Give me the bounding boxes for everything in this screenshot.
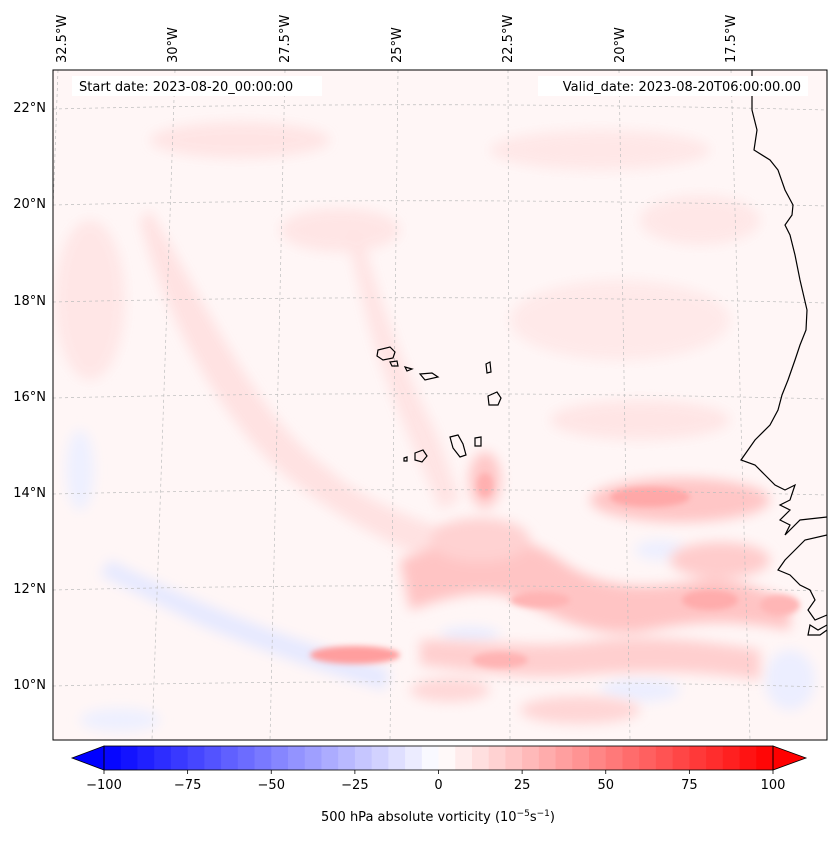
colorbar-label: 500 hPa absolute vorticity (10−5s−1) xyxy=(321,809,555,825)
colorbar-ticks: −100 −75 −50 −25 0 25 50 75 100 xyxy=(86,770,785,793)
lon-label-22.5w: 22.5°W xyxy=(501,15,516,63)
island-sao-vicente xyxy=(389,360,399,367)
lat-label-18n: 18°N xyxy=(13,294,46,309)
colorbar-cells xyxy=(104,746,774,770)
island-brava xyxy=(403,456,408,462)
colorbar-cell xyxy=(722,746,741,770)
colorbar-cell xyxy=(471,746,490,770)
colorbar-tick-label: 75 xyxy=(681,778,698,793)
colorbar-cell xyxy=(120,746,139,770)
colorbar-cell xyxy=(287,746,306,770)
colorbar-cell xyxy=(538,746,557,770)
lon-label-32.5w: 32.5°W xyxy=(55,15,70,63)
colorbar-cell xyxy=(655,746,674,770)
coastline xyxy=(376,70,827,636)
colorbar-cell xyxy=(421,746,440,770)
colorbar-tick-label: −75 xyxy=(174,778,201,793)
colorbar-tick-label: −100 xyxy=(86,778,122,793)
island-maio xyxy=(474,436,482,447)
colorbar-tick-label: −50 xyxy=(258,778,285,793)
island-fogo xyxy=(414,449,428,463)
colorbar-cell xyxy=(572,746,590,770)
start-date-label: Start date: 2023-08-20_00:00:00 xyxy=(79,80,293,95)
colorbar-cell xyxy=(589,746,607,770)
island-sao-nicolau xyxy=(403,366,440,381)
colorbar-cell xyxy=(622,746,640,770)
lat-label-12n: 12°N xyxy=(13,582,46,597)
colorbar-cell xyxy=(672,746,690,770)
colorbar: −100 −75 −50 −25 0 25 50 75 100 500 hPa absolute… xyxy=(70,745,808,825)
lon-label-30w: 30°W xyxy=(166,27,181,63)
map-panel: Start date: 2023-08-20_00:00:00 Valid_da… xyxy=(52,69,828,741)
colorbar-extend-low xyxy=(70,745,105,771)
coast-south xyxy=(807,624,827,636)
colorbar-cell xyxy=(221,746,239,770)
colorbar-cell xyxy=(154,746,172,770)
colorbar-cell xyxy=(104,746,122,770)
island-sal xyxy=(485,361,492,374)
lat-label-10n: 10°N xyxy=(13,678,46,693)
longitude-labels: 32.5°W 30°W 27.5°W 25°W 22.5°W 20°W 17.5… xyxy=(55,15,739,63)
island-boa-vista xyxy=(487,391,502,406)
colorbar-extend-high xyxy=(772,745,808,771)
colorbar-cell xyxy=(388,746,406,770)
colorbar-cell xyxy=(304,746,323,770)
colorbar-cell xyxy=(338,746,356,770)
lon-label-27.5w: 27.5°W xyxy=(278,15,293,63)
island-santo-antao xyxy=(376,346,396,361)
colorbar-cell xyxy=(271,746,289,770)
lon-label-17.5w: 17.5°W xyxy=(724,15,739,63)
colorbar-cell xyxy=(555,746,573,770)
colorbar-cell xyxy=(455,746,473,770)
colorbar-tick-label: −25 xyxy=(341,778,368,793)
valid-date-box xyxy=(538,76,808,96)
lon-label-20w: 20°W xyxy=(613,27,628,63)
colorbar-cell xyxy=(254,746,272,770)
map-background xyxy=(53,70,827,740)
lat-label-14n: 14°N xyxy=(13,486,46,501)
colorbar-cell xyxy=(187,746,205,770)
lat-label-16n: 16°N xyxy=(13,390,46,405)
valid-date-label: Valid_date: 2023-08-20T06:00:00.00 xyxy=(563,80,801,95)
colorbar-cell xyxy=(505,746,523,770)
colorbar-cell xyxy=(605,746,624,770)
colorbar-cell xyxy=(438,746,456,770)
colorbar-tick-label: 25 xyxy=(514,778,531,793)
colorbar-cell xyxy=(522,746,540,770)
colorbar-cell xyxy=(237,746,256,770)
colorbar-cell xyxy=(689,746,707,770)
colorbar-cell xyxy=(756,746,774,770)
vorticity-field xyxy=(55,122,815,732)
colorbar-cell xyxy=(354,746,373,770)
lat-label-22n: 22°N xyxy=(13,101,46,116)
africa-coastline xyxy=(740,70,827,536)
colorbar-tick-label: 100 xyxy=(761,778,786,793)
colorbar-cell xyxy=(321,746,339,770)
colorbar-tick-label: 50 xyxy=(597,778,614,793)
colorbar-cell xyxy=(739,746,757,770)
map-frame xyxy=(52,69,828,741)
colorbar-cell xyxy=(405,746,423,770)
start-date-box xyxy=(72,76,322,96)
colorbar-cell xyxy=(371,746,389,770)
lat-label-20n: 20°N xyxy=(13,197,46,212)
colorbar-cell xyxy=(170,746,189,770)
colorbar-cell xyxy=(706,746,724,770)
lon-label-25w: 25°W xyxy=(390,27,405,63)
island-santiago xyxy=(449,434,467,458)
colorbar-cell xyxy=(204,746,222,770)
colorbar-cell xyxy=(639,746,657,770)
colorbar-tick-label: 0 xyxy=(434,778,442,793)
colorbar-cell xyxy=(488,746,507,770)
guinea-bissau-coast xyxy=(777,534,827,621)
colorbar-cell xyxy=(137,746,155,770)
map-gridlines xyxy=(53,70,827,740)
latitude-labels: 22°N 20°N 18°N 16°N 14°N 12°N 10°N xyxy=(13,101,46,693)
